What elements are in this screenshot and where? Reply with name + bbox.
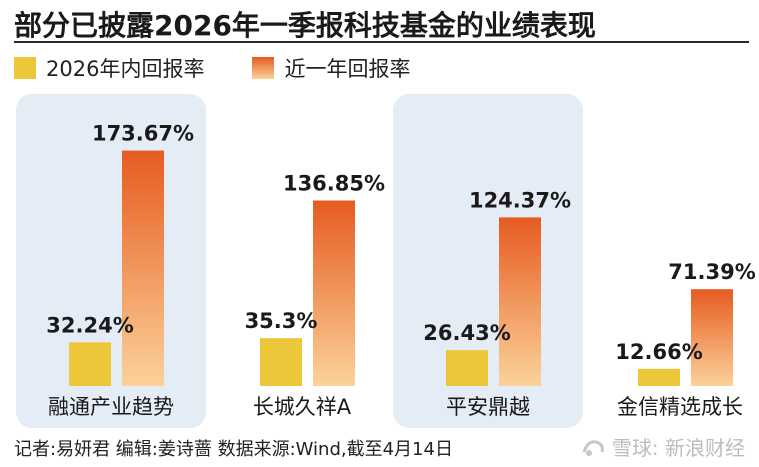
category-label: 平安鼎越 [446, 395, 530, 419]
data-label: 26.43% [423, 321, 510, 345]
bar-ytd-return [69, 342, 111, 386]
bar-1y-return [691, 289, 733, 386]
credits-footer: 记者:易妍君 编辑:姜诗蔷 数据来源:Wind,截至4月14日 [14, 439, 453, 460]
data-label: 136.85% [283, 171, 385, 195]
bar-ytd-return [260, 338, 302, 386]
bar-ytd-return [446, 350, 488, 386]
data-label: 35.3% [245, 309, 318, 333]
watermark: 雪球: 新浪财经 [580, 432, 745, 461]
title-divider [14, 41, 749, 43]
legend-item-ytd: 2026年内回报率 [14, 53, 204, 83]
chart-title: 部分已披露2026年一季报科技基金的业绩表现 [14, 9, 596, 42]
data-label: 12.66% [615, 340, 702, 364]
legend: 2026年内回报率 近一年回报率 [14, 53, 458, 83]
category-label: 长城久祥A [253, 395, 352, 419]
data-label: 124.37% [469, 188, 571, 212]
snowball-logo-icon [582, 439, 604, 456]
watermark-text: 雪球: 新浪财经 [611, 436, 745, 460]
legend-label-1y: 近一年回报率 [284, 57, 411, 81]
legend-swatch-ytd [14, 57, 36, 79]
bar-1y-return [122, 150, 164, 386]
data-label: 173.67% [92, 122, 194, 146]
category-label: 融通产业趋势 [48, 395, 174, 419]
data-label: 71.39% [668, 260, 755, 284]
bar-ytd-return [638, 368, 680, 386]
data-label: 32.24% [46, 313, 133, 337]
legend-item-1y: 近一年回报率 [252, 53, 410, 83]
legend-swatch-1y [252, 57, 275, 79]
legend-label-ytd: 2026年内回报率 [46, 57, 205, 81]
bar-1y-return [313, 200, 355, 386]
bar-1y-return [499, 217, 541, 386]
category-label: 金信精选成长 [617, 395, 743, 419]
